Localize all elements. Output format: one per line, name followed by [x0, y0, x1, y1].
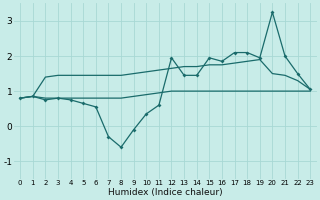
X-axis label: Humidex (Indice chaleur): Humidex (Indice chaleur) [108, 188, 222, 197]
